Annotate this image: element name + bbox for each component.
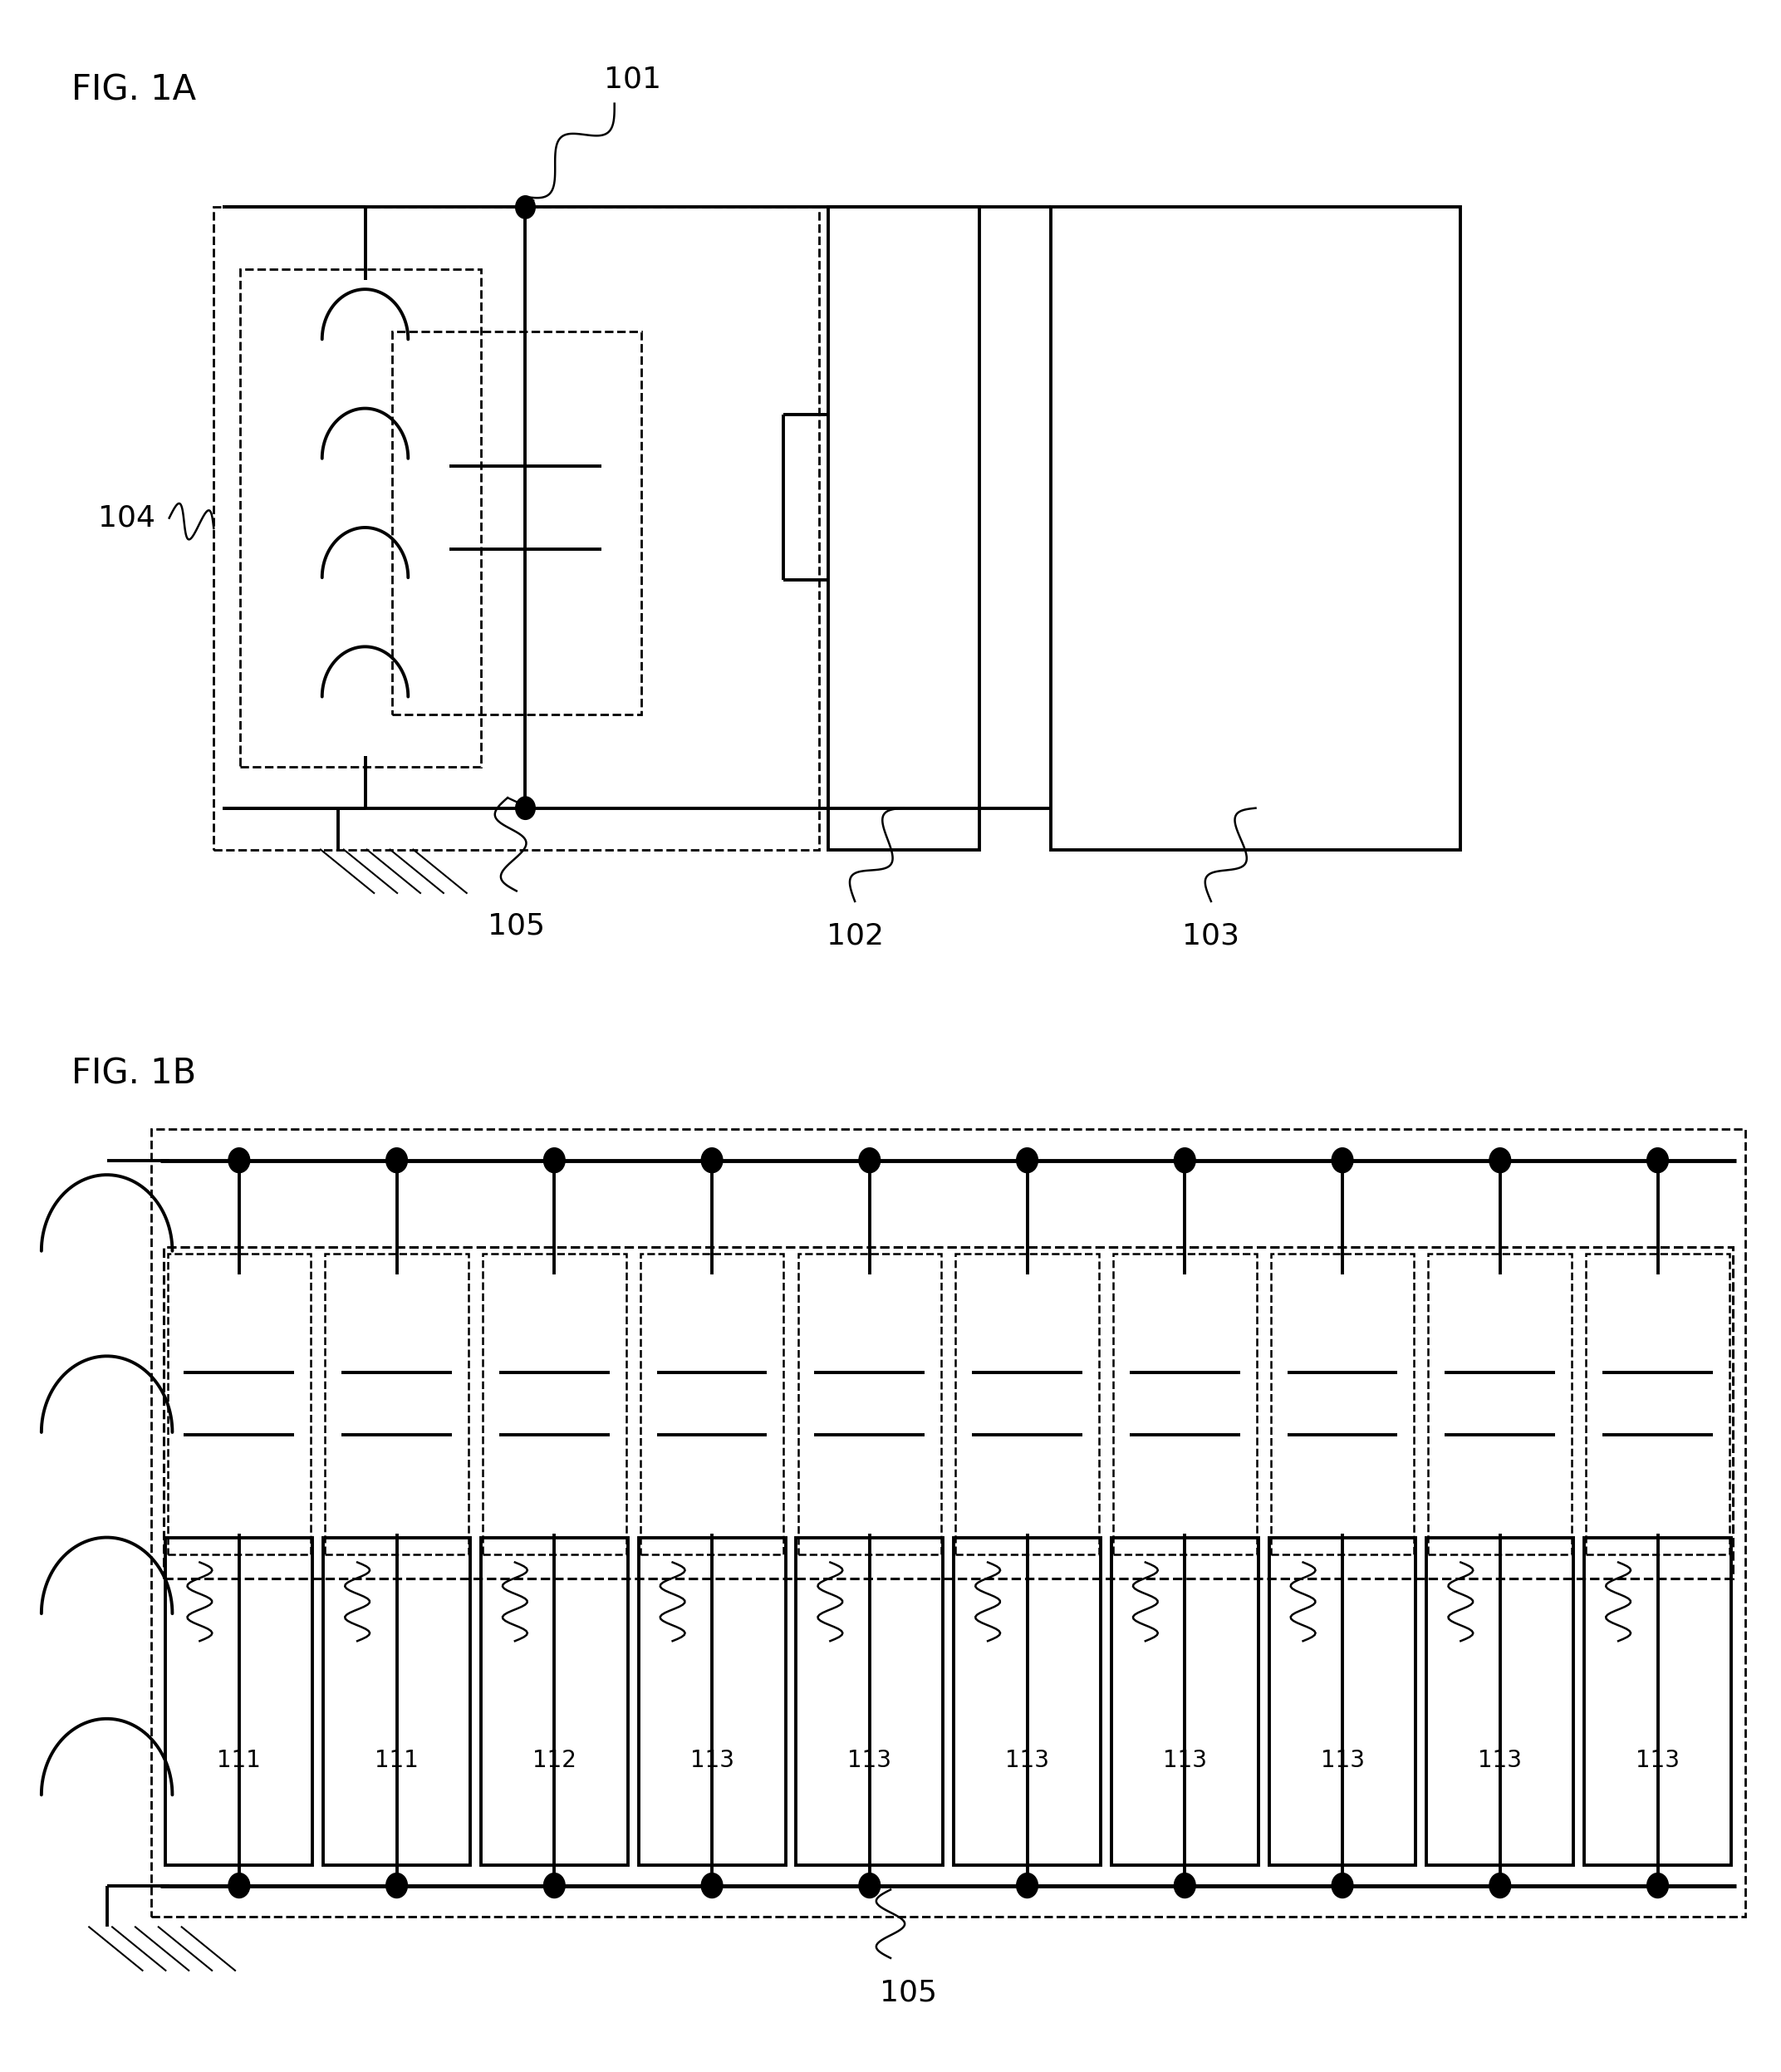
Text: 102: 102 — [826, 922, 883, 951]
Circle shape — [228, 1873, 249, 1898]
Circle shape — [1174, 1873, 1195, 1898]
Circle shape — [1489, 1148, 1510, 1173]
Circle shape — [1332, 1148, 1354, 1173]
Circle shape — [1174, 1148, 1195, 1173]
Circle shape — [702, 1873, 723, 1898]
Text: 113: 113 — [1320, 1749, 1364, 1772]
Circle shape — [1647, 1873, 1669, 1898]
Text: 113: 113 — [1163, 1749, 1208, 1772]
Text: 113: 113 — [848, 1749, 892, 1772]
Circle shape — [858, 1148, 880, 1173]
Text: 103: 103 — [1183, 922, 1240, 951]
Circle shape — [702, 1148, 723, 1173]
Circle shape — [516, 796, 534, 821]
Text: 113: 113 — [1004, 1749, 1049, 1772]
Text: 113: 113 — [689, 1749, 734, 1772]
Circle shape — [1017, 1873, 1038, 1898]
Circle shape — [386, 1873, 408, 1898]
Text: 113: 113 — [1478, 1749, 1523, 1772]
Text: 111: 111 — [217, 1749, 262, 1772]
Text: 112: 112 — [533, 1749, 577, 1772]
Circle shape — [1017, 1148, 1038, 1173]
Text: 105: 105 — [488, 912, 545, 941]
Circle shape — [1647, 1148, 1669, 1173]
Text: FIG. 1A: FIG. 1A — [71, 73, 196, 108]
Text: FIG. 1B: FIG. 1B — [71, 1057, 196, 1092]
Circle shape — [543, 1873, 565, 1898]
Text: 111: 111 — [374, 1749, 419, 1772]
Circle shape — [386, 1148, 408, 1173]
Text: 104: 104 — [98, 503, 155, 533]
Circle shape — [1489, 1873, 1510, 1898]
Circle shape — [228, 1148, 249, 1173]
Text: 101: 101 — [604, 64, 661, 93]
Circle shape — [543, 1148, 565, 1173]
Circle shape — [858, 1873, 880, 1898]
Circle shape — [1332, 1873, 1354, 1898]
Circle shape — [516, 197, 534, 220]
Text: 113: 113 — [1635, 1749, 1679, 1772]
Text: 105: 105 — [880, 1979, 937, 2008]
